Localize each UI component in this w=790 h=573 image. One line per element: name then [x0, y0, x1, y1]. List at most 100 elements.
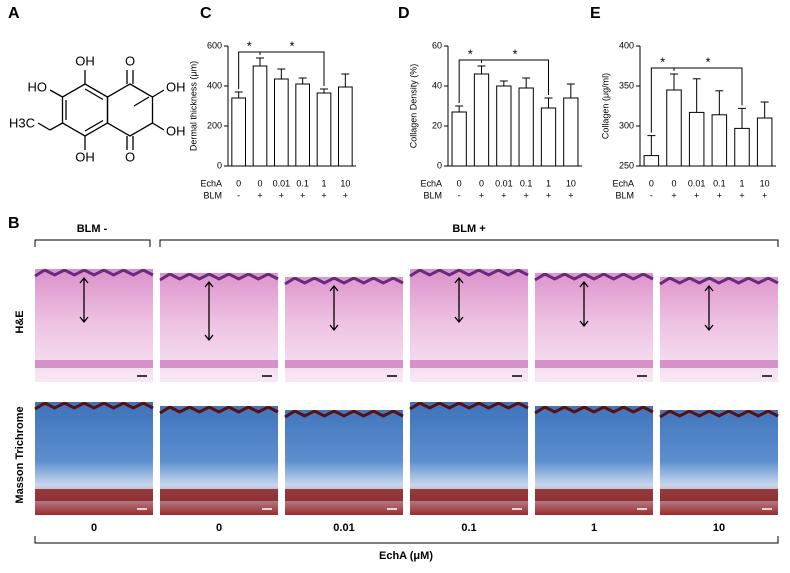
- white-top: [535, 395, 653, 406]
- significance-bracket: [673, 67, 743, 106]
- significance-bracket: [481, 59, 549, 95]
- y-axis-label: Collagen Density (%): [408, 64, 418, 149]
- group-bracket: [159, 239, 779, 247]
- y-tick-label: 40: [432, 80, 442, 90]
- muscle-layer: [535, 489, 653, 501]
- bar: [274, 78, 289, 167]
- axis-bracket: [34, 536, 779, 544]
- epidermis: [284, 409, 404, 419]
- panel-label: E: [590, 5, 601, 22]
- bar: [231, 97, 246, 167]
- group-bracket: [34, 239, 151, 247]
- white-top: [35, 262, 153, 269]
- thickness-arrow: [579, 280, 589, 328]
- epidermis: [409, 401, 529, 411]
- significance-label: *: [289, 38, 294, 53]
- x-tick-label: 0.1: [296, 178, 309, 188]
- white-top: [160, 395, 278, 406]
- x-tick-label: +: [300, 190, 305, 200]
- bar: [734, 127, 750, 167]
- significance-label: *: [512, 46, 517, 61]
- column-label: 10: [713, 522, 725, 534]
- panel-label: B: [8, 215, 20, 232]
- x-tick-label: +: [739, 190, 744, 200]
- group-label: BLM -: [77, 223, 108, 235]
- column-label: 0: [216, 522, 222, 534]
- group-label: BLM +: [452, 223, 485, 235]
- fat-layer: [410, 360, 528, 368]
- row-label: BLM: [615, 190, 634, 200]
- white-top: [35, 395, 153, 402]
- x-tick-label: 0.01: [495, 178, 513, 188]
- epidermis: [409, 268, 529, 278]
- row-label: H&E: [14, 310, 26, 333]
- bar: [316, 92, 332, 167]
- thickness-arrow: [704, 284, 714, 332]
- column-label: 0.01: [333, 522, 354, 534]
- thickness-arrow: [79, 276, 89, 324]
- fat-layer: [285, 360, 403, 368]
- x-tick-label: -: [650, 190, 653, 200]
- epidermis: [34, 268, 154, 278]
- y-tick-label: 600: [207, 40, 222, 50]
- bar: [338, 86, 353, 167]
- bar: [496, 85, 512, 167]
- axis-label: EchA (μM): [379, 550, 433, 562]
- atom-label: H3C: [9, 115, 35, 130]
- x-tick-label: -: [237, 190, 240, 200]
- significance-label: *: [660, 54, 665, 69]
- significance-label: *: [247, 38, 252, 53]
- white-top: [160, 262, 278, 273]
- x-tick-label: 0.1: [713, 178, 726, 188]
- x-tick-label: 1: [546, 178, 551, 188]
- y-tick-label: 60: [432, 40, 442, 50]
- epidermis: [34, 401, 154, 411]
- muscle-layer: [285, 489, 403, 501]
- white-top: [535, 262, 653, 273]
- x-tick-label: +: [694, 190, 699, 200]
- bar: [295, 83, 310, 167]
- epidermis: [659, 409, 779, 419]
- bar: [473, 73, 490, 167]
- x-tick-label: 10: [760, 178, 770, 188]
- y-tick-label: 400: [207, 80, 222, 90]
- white-top: [285, 262, 403, 277]
- row-label: Masson Trichrome: [14, 406, 26, 503]
- muscle-layer: [160, 489, 278, 501]
- y-tick-label: 250: [619, 160, 634, 170]
- bar: [756, 117, 773, 167]
- x-tick-label: 10: [566, 178, 576, 188]
- x-tick-label: 0.1: [520, 178, 533, 188]
- muscle-layer: [410, 489, 528, 501]
- column-label: 0.1: [461, 522, 476, 534]
- row-label: BLM: [203, 190, 222, 200]
- column-label: 1: [591, 522, 597, 534]
- significance-label: *: [468, 46, 473, 61]
- x-tick-label: +: [717, 190, 722, 200]
- y-tick-label: 200: [207, 120, 222, 130]
- x-tick-label: 0: [479, 178, 484, 188]
- x-tick-label: +: [524, 190, 529, 200]
- panel-label: D: [398, 5, 410, 22]
- x-tick-label: +: [546, 190, 551, 200]
- muscle-layer: [660, 489, 778, 501]
- x-tick-label: +: [762, 190, 767, 200]
- x-tick-label: 0: [671, 178, 676, 188]
- row-label: EchA: [420, 178, 442, 188]
- bar: [540, 107, 557, 167]
- x-tick-label: 10: [340, 178, 350, 188]
- row-label: BLM: [423, 190, 442, 200]
- fat-layer: [160, 360, 278, 368]
- y-tick-label: 0: [217, 160, 222, 170]
- white-top: [660, 395, 778, 410]
- y-tick-label: 400: [619, 40, 634, 50]
- panel-label: A: [8, 5, 20, 22]
- y-tick-label: 0: [437, 160, 442, 170]
- x-tick-label: +: [257, 190, 262, 200]
- x-tick-label: 0.01: [273, 178, 291, 188]
- thickness-arrow: [329, 284, 339, 332]
- white-top: [410, 395, 528, 402]
- x-tick-label: 1: [739, 178, 744, 188]
- x-tick-label: +: [343, 190, 348, 200]
- atom-label: O: [125, 53, 135, 68]
